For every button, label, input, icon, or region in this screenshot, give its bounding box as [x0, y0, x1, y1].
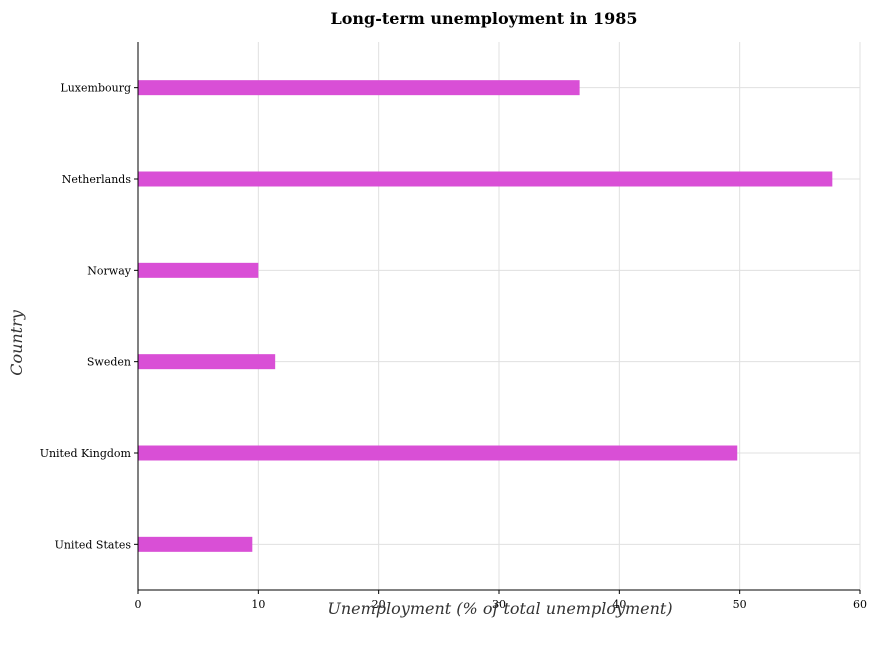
x-tick-label: 20 — [372, 598, 386, 611]
axes: 0 10 20 30 40 50 60 Luxembourg Netherlands Norway… — [40, 42, 867, 611]
chart-title: Long-term unemployment in 1985 — [330, 9, 637, 28]
y-tick-label: Netherlands — [62, 173, 132, 186]
x-tick-label: 0 — [135, 598, 142, 611]
bar — [138, 80, 580, 96]
x-axis-title: Unemployment (% of total unemployment) — [327, 599, 672, 618]
y-axis-title: Country — [7, 309, 26, 376]
bar — [138, 445, 738, 461]
y-tick-label: Luxembourg — [60, 82, 131, 95]
bar — [138, 536, 253, 552]
x-tick-label: 30 — [492, 598, 506, 611]
y-tick-label: United Kingdom — [40, 447, 132, 460]
bar — [138, 262, 259, 278]
y-tick-label: Sweden — [87, 356, 131, 369]
x-tick-label: 50 — [733, 598, 747, 611]
x-tick-label: 40 — [612, 598, 626, 611]
x-tick-label: 10 — [251, 598, 265, 611]
bars — [138, 80, 833, 552]
y-tick-label: Norway — [87, 264, 131, 277]
bar — [138, 171, 833, 187]
x-tick-label: 60 — [853, 598, 867, 611]
grid — [137, 42, 861, 590]
y-tick-label: United States — [55, 538, 132, 551]
bar — [138, 354, 276, 370]
